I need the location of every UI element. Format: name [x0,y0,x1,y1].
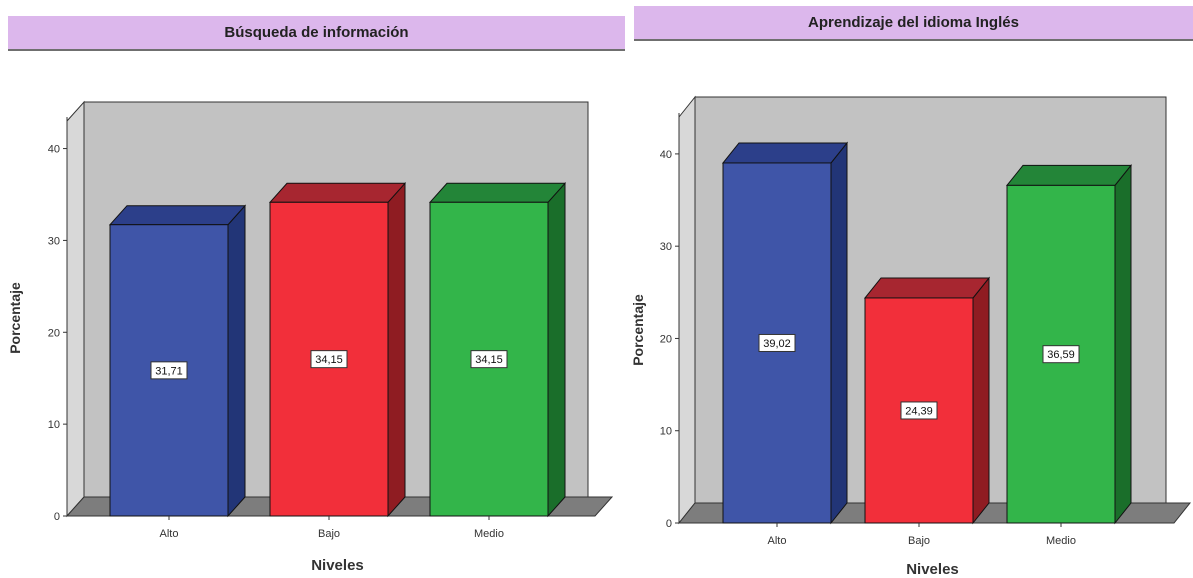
x-axis-title: Niveles [906,561,959,578]
bar-chart-aprendizaje: 0 10 20 30 40 Porcentaje 39,02 Alto 24,39 Bajo 36,… [631,95,1192,578]
x-tick-label: Bajo [318,528,340,540]
chart-panel-busqueda: Búsqueda de información 0 10 20 30 40 Porcent… [7,16,625,574]
bar-side-face [972,276,990,525]
x-tick-label: Medio [1046,535,1076,547]
chart-title-bar: Búsqueda de información [8,16,625,51]
y-tick-label: 20 [48,327,60,339]
y-tick-label: 40 [48,144,60,156]
x-tick-label: Medio [474,528,504,540]
data-label-box [150,361,188,380]
bar-alto: 31,71 [108,204,247,518]
x-axis-title: Niveles [311,557,364,574]
bar-top-face [268,182,407,203]
bar-side-face [387,181,406,518]
y-tick-label: 0 [54,511,60,523]
data-label-box [1042,345,1080,364]
bar-side-face [1114,163,1132,525]
data-label-box [900,401,938,420]
data-label: 34,15 [315,354,343,366]
bar-top-face [428,182,567,203]
y-axis-title: Porcentaje [7,282,23,354]
bar-bajo: 34,15 [268,181,407,518]
y-axis-title: Porcentaje [631,294,646,366]
x-tick-label: Alto [768,535,787,547]
chart-title: Aprendizaje del idioma Inglés [808,14,1019,31]
y-tick-label: 10 [660,426,672,438]
y-tick-label: 40 [660,149,672,161]
x-tick-label: Alto [160,528,179,540]
y-tick-label: 0 [666,518,672,530]
bar-medio: 34,15 [428,181,567,518]
bar-side-face [830,141,848,525]
panel-divider [625,0,631,578]
bar-side-face [547,181,566,518]
chart-side-wall [66,100,85,518]
data-label: 24,39 [905,405,933,417]
bar-top-face [1005,164,1133,186]
x-tick-label: Bajo [908,535,930,547]
bar-top-face [863,277,991,299]
data-label: 34,15 [475,354,503,366]
chart-title-bar: Aprendizaje del idioma Inglés [634,6,1193,41]
chart-title: Búsqueda de información [224,24,409,41]
bar-side-face [227,204,246,518]
data-label-box [470,350,508,369]
bar-medio: 36,59 [1005,163,1133,525]
data-label: 36,59 [1047,349,1075,361]
y-tick-label: 20 [660,333,672,345]
data-label: 31,71 [155,365,183,377]
data-label-box [758,333,796,352]
data-label: 39,02 [763,338,791,350]
bar-bajo: 24,39 [863,276,991,525]
bar-top-face [721,142,849,164]
bar-chart-busqueda: 0 10 20 30 40 Porcentaje 31,71 Alto 34,15 Bajo 34,… [7,100,614,574]
y-tick-label: 10 [48,419,60,431]
data-label-box [310,350,348,369]
y-tick-label: 30 [660,241,672,253]
bar-top-face [108,205,247,226]
chart-panel-aprendizaje: Aprendizaje del idioma Inglés 0 10 20 30 40 P… [631,0,1193,578]
y-tick-label: 30 [48,235,60,247]
bar-alto: 39,02 [721,141,849,525]
chart-side-wall [678,95,696,525]
